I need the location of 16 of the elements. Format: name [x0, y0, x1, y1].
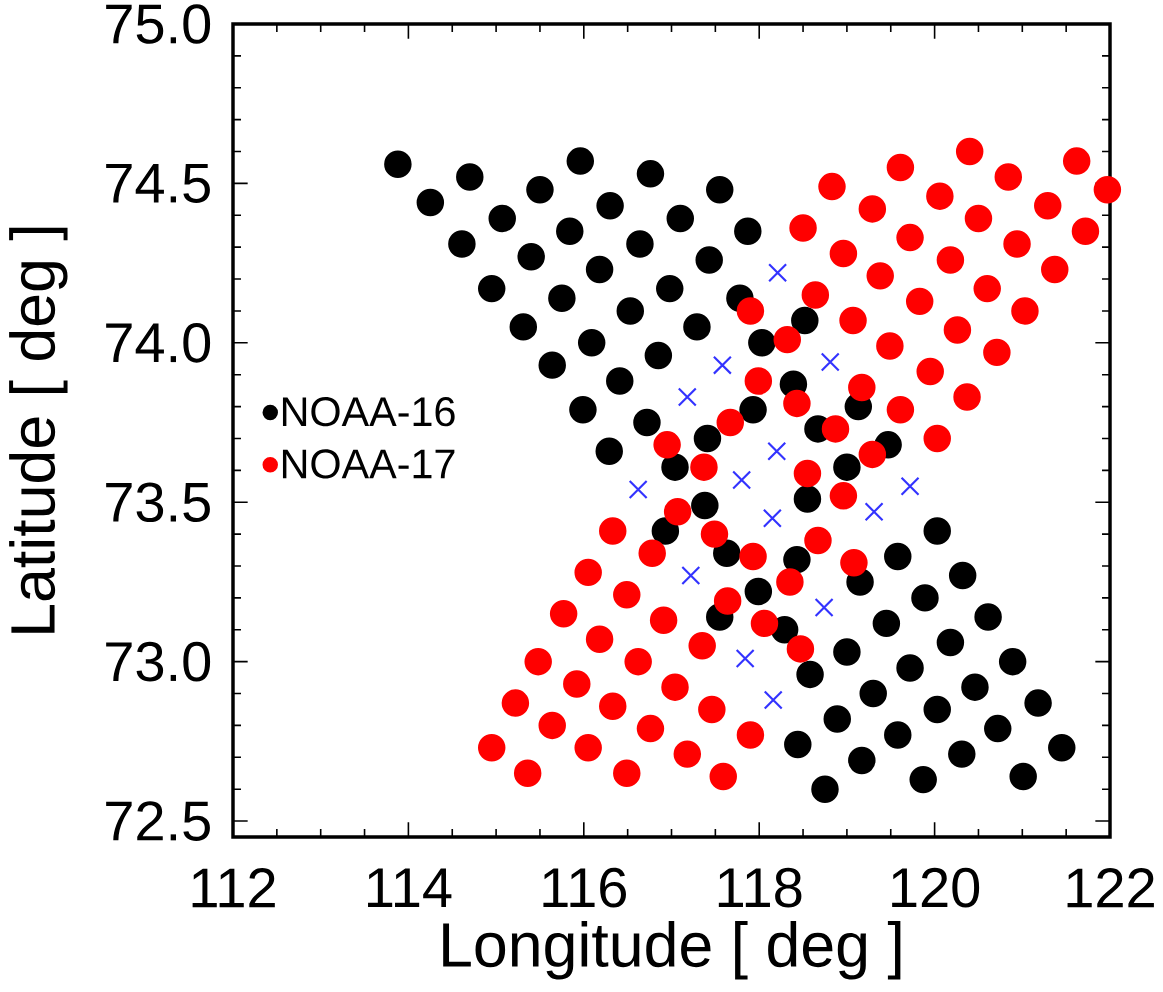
y-axis-title: Latitude [ deg ] — [9, 227, 68, 633]
x-tick-label: 114 — [368, 868, 452, 907]
x-axis-title: Longitude [ deg ] — [443, 921, 901, 980]
y-tick-label: 72.5 — [106, 801, 210, 841]
y-tick-label: 74.5 — [106, 163, 210, 203]
y-tick-label: 74.0 — [106, 322, 211, 363]
x-tick-label: 118 — [718, 867, 802, 908]
y-tick-label: 73.0 — [106, 641, 211, 682]
x-tick-label: 116 — [543, 867, 626, 908]
x-tick-label: 122 — [1067, 868, 1154, 908]
x-tick-label: 112 — [192, 868, 275, 908]
legend-label: NOAA-17 — [282, 449, 455, 479]
x-tick-label: 120 — [892, 867, 980, 908]
y-tick-label: 73.5 — [106, 482, 210, 523]
legend-label: NOAA-16 — [282, 397, 455, 427]
y-tick-label: 75.0 — [106, 4, 211, 44]
